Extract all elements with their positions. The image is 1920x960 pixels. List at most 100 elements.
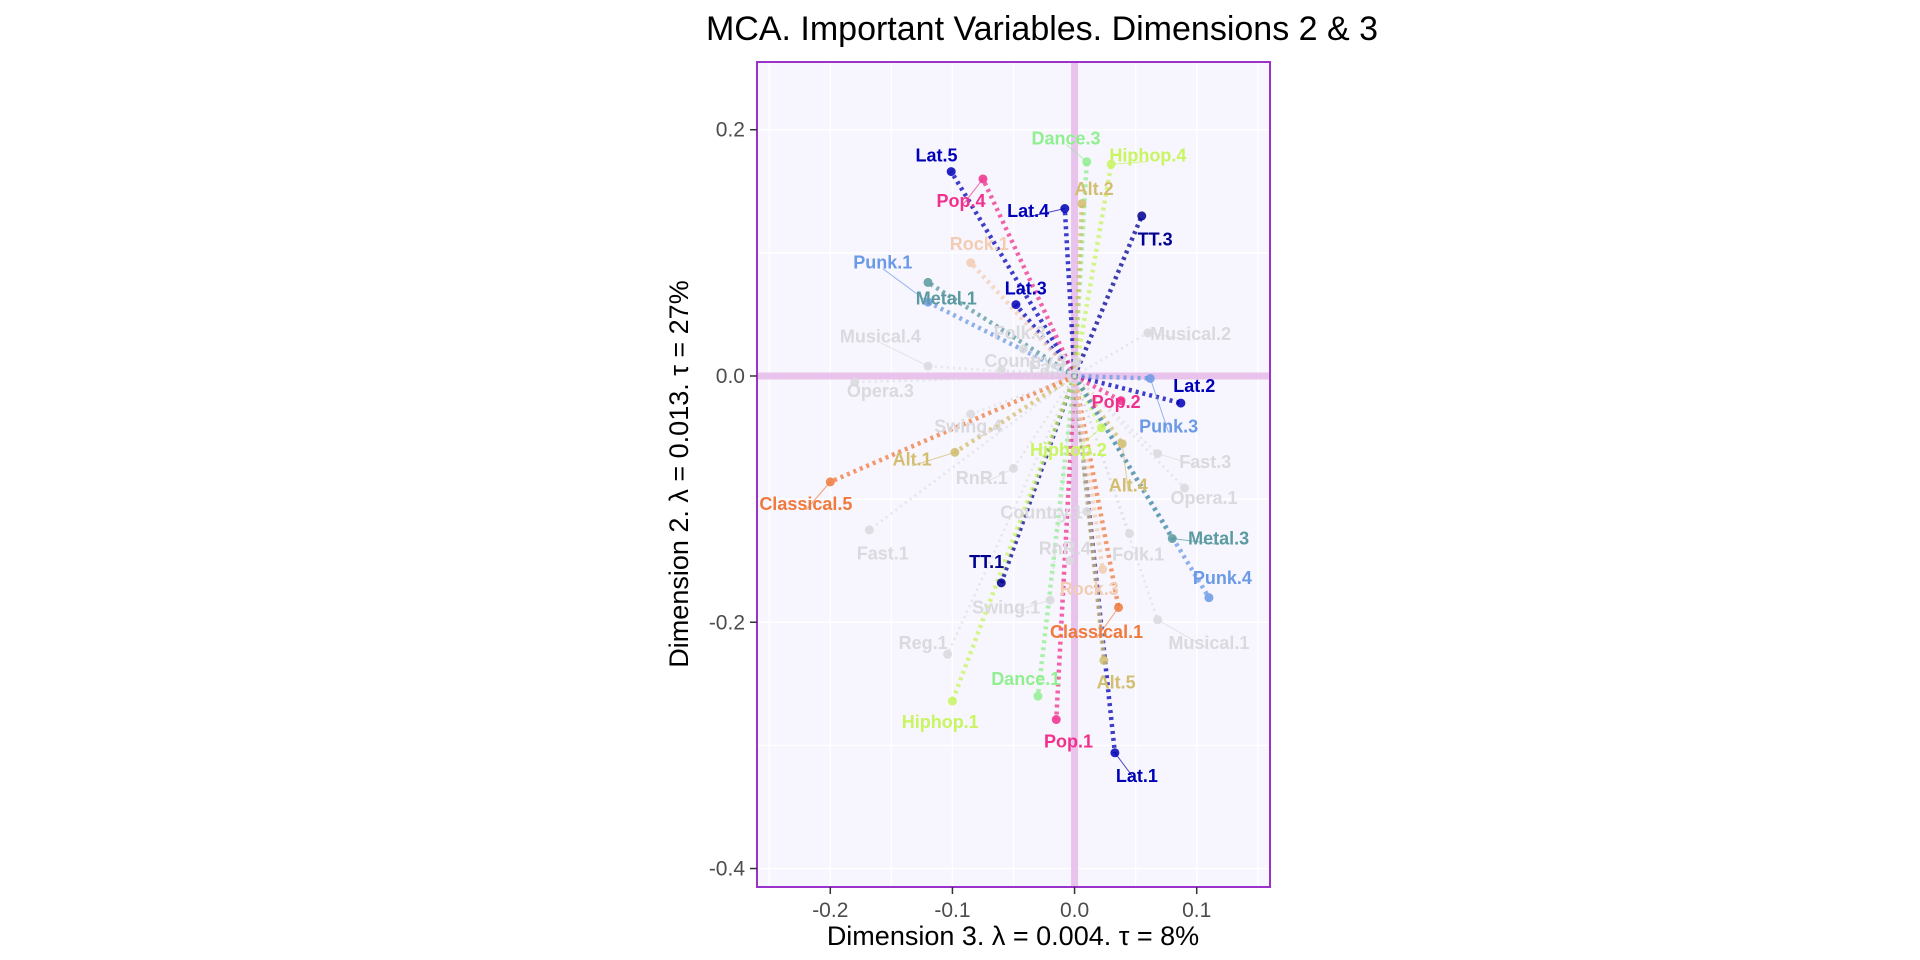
point-lat-2 — [1176, 398, 1186, 408]
label-pop-4: Pop.4 — [936, 191, 985, 211]
label-rnr-4: RnR.4 — [1039, 538, 1091, 558]
trajectory-alt-5 — [1072, 375, 1107, 661]
point-rock-3 — [1098, 564, 1108, 574]
leader-alt-1 — [911, 451, 956, 467]
label-alt-2: Alt.2 — [1075, 179, 1114, 199]
reference-lines — [757, 62, 1270, 887]
trajectory-lat-2 — [1074, 373, 1182, 406]
label-swing-4: Swing.4 — [934, 416, 1002, 436]
point-country-1 — [1082, 506, 1092, 516]
point-musical-2 — [1143, 328, 1153, 338]
point-dance-1 — [1033, 691, 1043, 701]
point-pop-2 — [1116, 396, 1126, 406]
label-lat-2: Lat.2 — [1173, 376, 1215, 396]
point-pop-4 — [978, 174, 988, 184]
leader-swing-1 — [1006, 599, 1051, 614]
point-reg-1 — [943, 649, 953, 659]
point-punk-1 — [923, 297, 933, 307]
point-musical-4 — [923, 361, 933, 371]
point-metal-3 — [1167, 534, 1177, 544]
trajectory-pop-2 — [1073, 374, 1123, 403]
label-tt-3: TT.3 — [1138, 229, 1173, 249]
x-tick-label: -0.1 — [934, 899, 970, 922]
label-folk-1: Folk.1 — [1112, 545, 1164, 565]
point-alt-1 — [950, 447, 960, 457]
label-leader-lines — [805, 143, 1219, 783]
trajectory-swing-4 — [970, 374, 1076, 416]
label-alt-1: Alt.1 — [893, 450, 932, 470]
label-pop-1: Pop.1 — [1044, 732, 1093, 752]
label-reg-1: Reg.1 — [899, 633, 948, 653]
label-musical-1: Musical.1 — [1168, 633, 1249, 653]
point-hiphop-1 — [947, 696, 957, 706]
leader-hiphop-4 — [1111, 161, 1148, 165]
panel-border — [756, 61, 1271, 888]
trajectory-tt-3 — [1072, 215, 1144, 377]
leader-alt-4 — [1121, 443, 1129, 492]
gridlines — [757, 62, 1270, 887]
trajectory-classical-5 — [829, 373, 1076, 484]
label-rock-3: Rock.3 — [1060, 579, 1119, 599]
trajectory-pop-4 — [980, 178, 1077, 377]
leader-classical-1 — [1096, 607, 1119, 639]
trajectory-alt-1 — [953, 374, 1076, 455]
point-punk-3 — [1145, 373, 1155, 383]
category-labels: Lat.1 Lat.2 Lat.3 Lat.4 Lat.5 TT.1 TT.3 Pop.1 Po… — [759, 128, 1252, 786]
label-hiphop-2: Hiphop.2 — [1030, 440, 1107, 460]
leader-country-1 — [1041, 510, 1087, 520]
point-lat-1 — [1110, 748, 1120, 758]
leader-lat-4 — [1028, 208, 1065, 218]
y-axis-ticks: -0.4 -0.2 0.0 0.2 — [709, 119, 757, 881]
x-axis-ticks: -0.2 -0.1 0.0 0.1 — [812, 887, 1211, 922]
label-lat-4: Lat.4 — [1007, 201, 1049, 221]
label-fast-2: Fast.2 — [1029, 357, 1081, 377]
label-punk-4: Punk.4 — [1193, 568, 1252, 588]
label-alt-4: Alt.4 — [1109, 476, 1148, 496]
point-fast-1 — [864, 525, 874, 535]
label-metal-3: Metal.3 — [1188, 529, 1249, 549]
label-folk-3: Folk.3 — [994, 323, 1046, 343]
point-rnr-4 — [1065, 556, 1075, 566]
point-country-3 — [996, 365, 1006, 375]
trajectory-folk-1 — [1073, 375, 1131, 535]
point-fast-2 — [1072, 356, 1082, 366]
label-metal-1: Metal.1 — [916, 288, 977, 308]
label-hiphop-1: Hiphop.1 — [902, 712, 979, 732]
trajectory-country-1 — [1073, 375, 1089, 512]
y-tick-label: 0.0 — [716, 365, 745, 388]
leader-rnr-1 — [981, 467, 1014, 485]
point-swing-4 — [966, 409, 976, 419]
label-pop-2: Pop.2 — [1092, 392, 1141, 412]
leader-lat-1 — [1114, 752, 1138, 783]
point-dance-3 — [1082, 157, 1092, 167]
leader-metal-3 — [1172, 538, 1219, 546]
point-hiphop-4 — [1106, 159, 1116, 169]
label-swing-1: Swing.1 — [972, 597, 1040, 617]
trajectory-dance-1 — [1035, 375, 1077, 697]
leader-musical-4 — [880, 342, 929, 367]
trajectory-rock-3 — [1072, 375, 1105, 570]
x-tick-label: 0.0 — [1060, 899, 1089, 922]
y-tick-label: 0.2 — [716, 119, 745, 142]
point-swing-1 — [1045, 595, 1055, 605]
label-lat-3: Lat.3 — [1005, 279, 1047, 299]
point-classical-1 — [1114, 602, 1124, 612]
leader-punk-3 — [1149, 378, 1170, 433]
point-tt-3 — [1137, 211, 1147, 221]
trajectory-alt-2 — [1072, 203, 1085, 377]
x-tick-label: -0.2 — [812, 899, 848, 922]
leader-musical-1 — [1157, 619, 1210, 650]
trajectory-opera-3 — [854, 374, 1075, 384]
category-points — [825, 157, 1214, 758]
x-axis-title: Dimension 3. λ = 0.004. τ = 8% — [827, 921, 1199, 951]
point-alt-2 — [1077, 199, 1087, 209]
point-alt-5 — [1099, 655, 1109, 665]
trajectory-country-3 — [1001, 368, 1075, 378]
label-opera-3: Opera.3 — [847, 381, 914, 401]
label-musical-4: Musical.4 — [840, 327, 921, 347]
point-folk-1 — [1125, 529, 1135, 539]
label-lat-1: Lat.1 — [1116, 766, 1158, 786]
trajectory-rnr-4 — [1068, 375, 1076, 561]
point-lat-4 — [1060, 204, 1070, 214]
